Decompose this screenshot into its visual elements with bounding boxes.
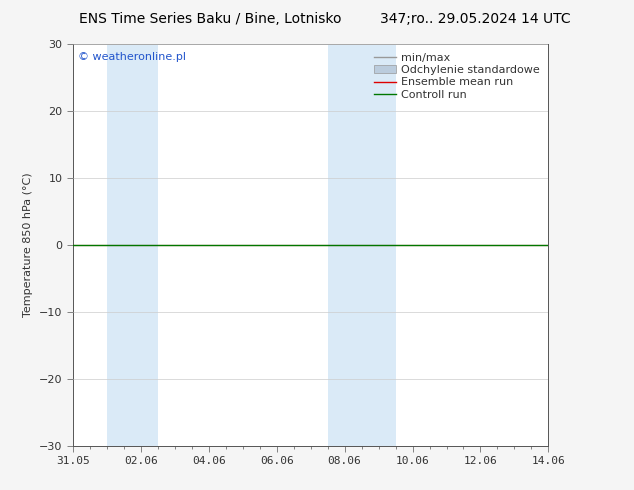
Legend: min/max, Odchylenie standardowe, Ensemble mean run, Controll run: min/max, Odchylenie standardowe, Ensembl…: [371, 49, 543, 103]
Text: 347;ro.. 29.05.2024 14 UTC: 347;ro.. 29.05.2024 14 UTC: [380, 12, 571, 26]
Text: ENS Time Series Baku / Bine, Lotnisko: ENS Time Series Baku / Bine, Lotnisko: [79, 12, 342, 26]
Bar: [107, 44, 158, 446]
Bar: [328, 44, 396, 446]
Y-axis label: Temperature 850 hPa (°C): Temperature 850 hPa (°C): [23, 172, 34, 318]
Text: © weatheronline.pl: © weatheronline.pl: [77, 52, 186, 62]
